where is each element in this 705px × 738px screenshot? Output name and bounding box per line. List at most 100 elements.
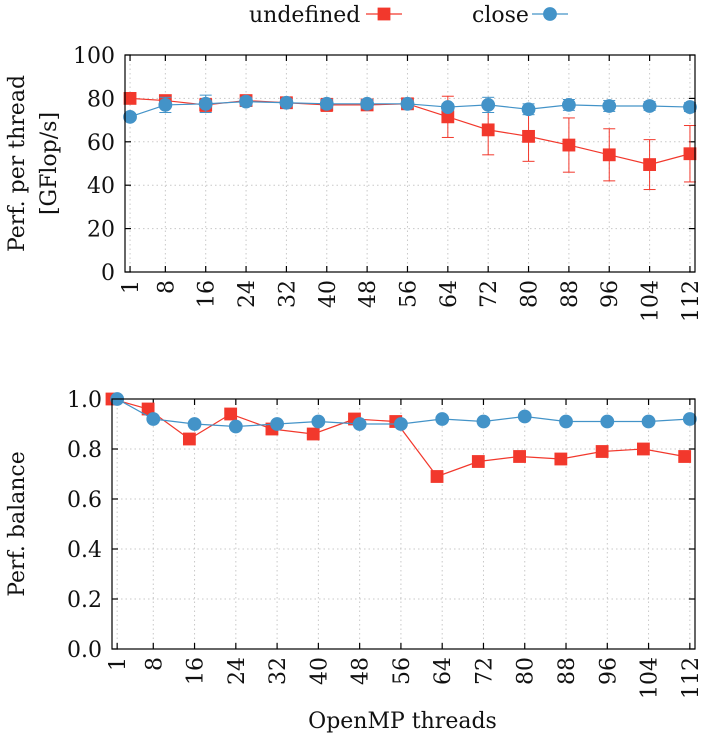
- data-point-close: [198, 96, 213, 111]
- x-tick-label: 72: [472, 657, 497, 685]
- y-tick-label: 0.8: [67, 438, 102, 463]
- data-point-close: [642, 99, 657, 113]
- data-point-close: [270, 417, 284, 431]
- data-point-close: [228, 419, 243, 434]
- x-tick-label: 56: [390, 657, 415, 685]
- ticks-top: [125, 54, 695, 273]
- x-tick-label: 80: [514, 657, 539, 685]
- data-point-close: [123, 109, 137, 124]
- x-tick-label: 104: [638, 657, 663, 699]
- y-axis-title: Perf. per thread: [5, 75, 30, 252]
- data-point-close: [561, 98, 576, 112]
- data-point-close: [481, 98, 496, 112]
- x-axis-title: OpenMP threads: [308, 709, 497, 734]
- data-point-undefined: [678, 450, 692, 463]
- y-axis-title: [GFlop/s]: [37, 112, 62, 215]
- y-tick-label: 20: [87, 218, 115, 243]
- data-point-undefined: [554, 452, 568, 466]
- data-point-close: [239, 94, 253, 109]
- x-tick-label: 40: [316, 280, 341, 308]
- x-tick-label: 48: [356, 280, 381, 308]
- y-tick-label: 100: [73, 44, 115, 69]
- data-point-close: [400, 96, 415, 111]
- series-undefined-bottom: [105, 392, 692, 483]
- x-tick-label: 88: [555, 657, 580, 685]
- data-point-close: [476, 414, 491, 429]
- data-point-close: [559, 414, 573, 429]
- data-point-close: [521, 102, 536, 117]
- x-tick-label: 56: [396, 280, 421, 308]
- data-point-close: [683, 100, 697, 114]
- data-point-undefined: [602, 148, 616, 162]
- x-tick-label: 1: [119, 280, 144, 294]
- x-tick-label: 88: [558, 280, 583, 308]
- x-tick-label: 32: [266, 657, 291, 685]
- legend-label-close: close: [472, 3, 529, 28]
- grid-bottom: [112, 398, 695, 650]
- data-point-undefined: [683, 147, 697, 161]
- x-tick-label: 40: [307, 657, 332, 685]
- data-point-undefined: [562, 138, 576, 152]
- legend-marker-undefined: [377, 7, 391, 21]
- data-point-close: [600, 414, 615, 429]
- x-tick-label: 16: [184, 657, 209, 685]
- plot-frame-top: [124, 54, 696, 273]
- y-tick-label: 60: [87, 131, 115, 156]
- y-tick-label: 0.2: [67, 588, 102, 613]
- legend: undefined close: [249, 3, 568, 28]
- y-axis-title: Perf. balance: [5, 451, 30, 597]
- x-tick-label: 24: [225, 657, 250, 685]
- legend-label-undefined: undefined: [249, 3, 360, 28]
- y-tick-label: 0.4: [67, 538, 102, 563]
- data-point-close: [394, 417, 408, 431]
- x-tick-label: 24: [235, 280, 260, 308]
- x-tick-label: 96: [596, 657, 621, 685]
- x-tick-label: 64: [431, 657, 456, 685]
- data-point-close: [682, 412, 697, 426]
- y-tick-label: 0: [101, 261, 115, 286]
- chart-perf-balance: 1 8 16 24 32 40 48 56 64 72 80 88 96 104 112 0.0 0.2 0.4 0…: [5, 388, 704, 734]
- data-point-undefined: [224, 407, 238, 421]
- x-tick-label: 112: [679, 657, 704, 699]
- data-point-undefined: [643, 158, 657, 171]
- series-close-bottom: [110, 392, 697, 434]
- data-point-undefined: [430, 470, 444, 483]
- x-tick-label: 72: [477, 280, 502, 308]
- data-point-undefined: [522, 129, 535, 143]
- data-point-undefined: [481, 123, 495, 137]
- data-point-close: [517, 409, 532, 424]
- x-tick-label: 1: [106, 657, 131, 671]
- x-tick-label: 96: [598, 280, 623, 308]
- chart-perf-per-thread: 1 8 16 24 32 40 48 56 64 72 80 88 96 104 112 0 20 40 60 80 1…: [5, 44, 704, 322]
- data-point-close: [187, 417, 202, 431]
- data-point-undefined: [182, 432, 196, 446]
- data-point-close: [440, 100, 455, 114]
- data-point-undefined: [513, 450, 526, 463]
- data-point-close: [602, 99, 617, 113]
- data-point-undefined: [306, 427, 320, 441]
- data-point-close: [360, 96, 375, 111]
- series-line-undefined: [111, 398, 685, 478]
- data-point-close: [158, 98, 173, 112]
- x-tick-label: 8: [154, 280, 179, 294]
- data-point-close: [319, 96, 334, 111]
- data-point-close: [435, 412, 450, 426]
- data-point-undefined: [471, 455, 485, 468]
- x-tick-label: 16: [195, 280, 220, 308]
- plot-frame-bottom: [111, 398, 696, 650]
- x-tick-label: 32: [275, 280, 300, 308]
- y-tick-label: 80: [87, 87, 115, 112]
- x-tick-label: 80: [518, 280, 543, 308]
- y-tick-label: 40: [87, 174, 115, 199]
- data-point-undefined: [123, 92, 137, 105]
- x-tick-label: 112: [679, 280, 704, 322]
- legend-marker-close: [543, 7, 557, 21]
- y-tick-label: 1.0: [67, 388, 102, 413]
- data-point-close: [146, 412, 161, 426]
- x-tick-label: 104: [639, 280, 664, 322]
- y-tick-label: 0.0: [67, 638, 102, 663]
- x-tick-label: 64: [437, 280, 462, 308]
- y-tick-label: 0.6: [67, 488, 102, 513]
- data-point-undefined: [595, 445, 609, 458]
